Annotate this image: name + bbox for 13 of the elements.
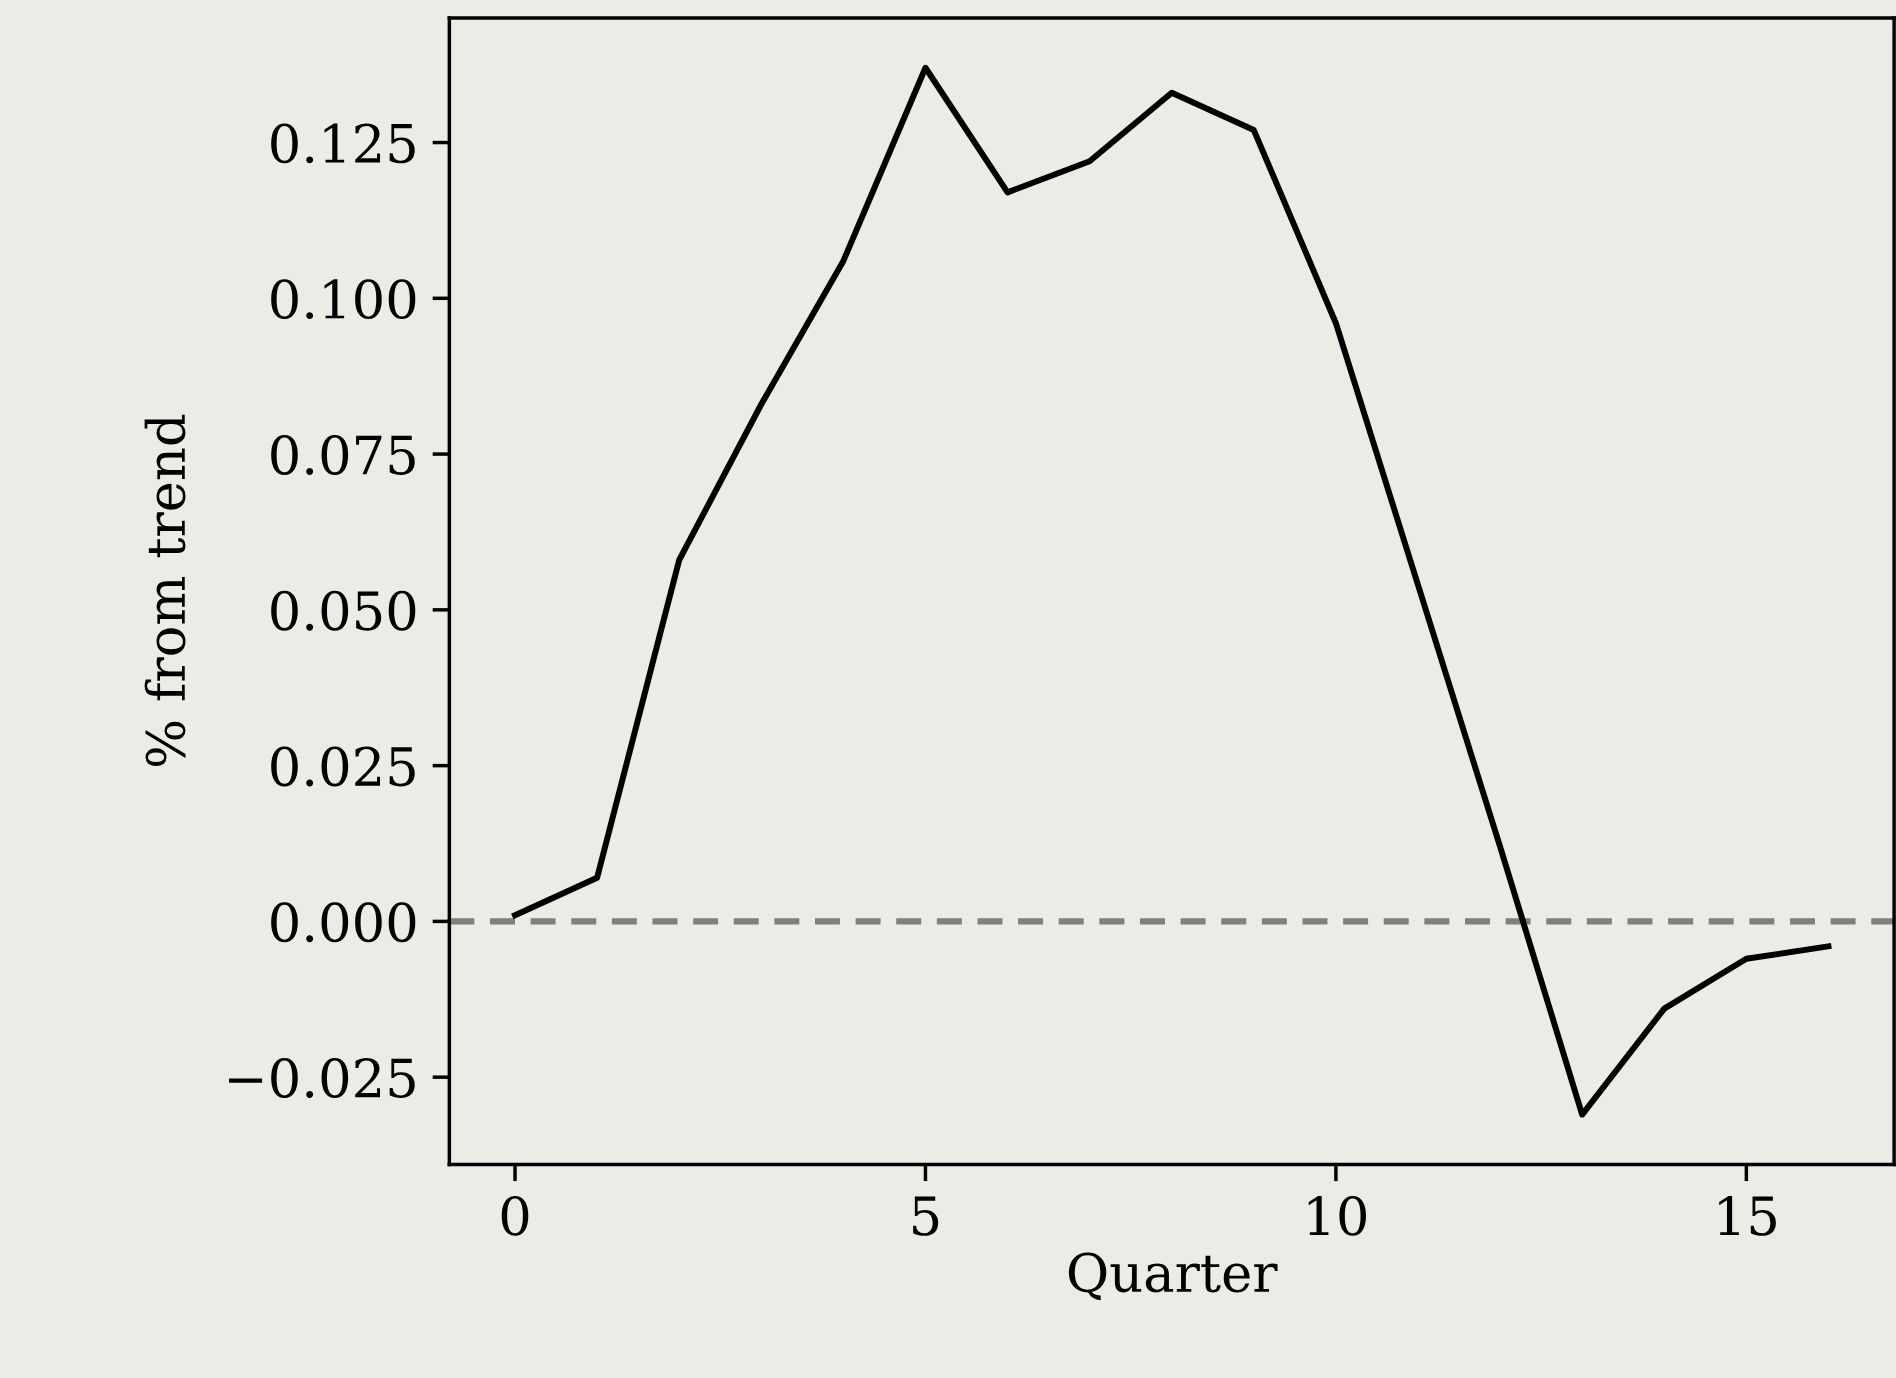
x-tick-label: 15 xyxy=(1719,1195,1776,1236)
y-tick-label: 0.000 xyxy=(271,902,416,943)
y-tick-label: 0.075 xyxy=(271,434,415,475)
y-axis-title: % from trend xyxy=(144,414,186,767)
y-tick-label: 0.100 xyxy=(271,279,416,320)
x-tick-label: 5 xyxy=(913,1196,939,1236)
x-tick-label: 10 xyxy=(1308,1195,1366,1236)
x-tick-label: 0 xyxy=(501,1195,529,1236)
x-axis-title: Quarter xyxy=(1068,1252,1278,1301)
y-tick-label: 0.050 xyxy=(271,590,416,631)
y-tick-label: 0.125 xyxy=(271,123,415,164)
y-tick-label: −0.025 xyxy=(229,1058,415,1098)
y-tick-label: 0.025 xyxy=(271,746,415,787)
